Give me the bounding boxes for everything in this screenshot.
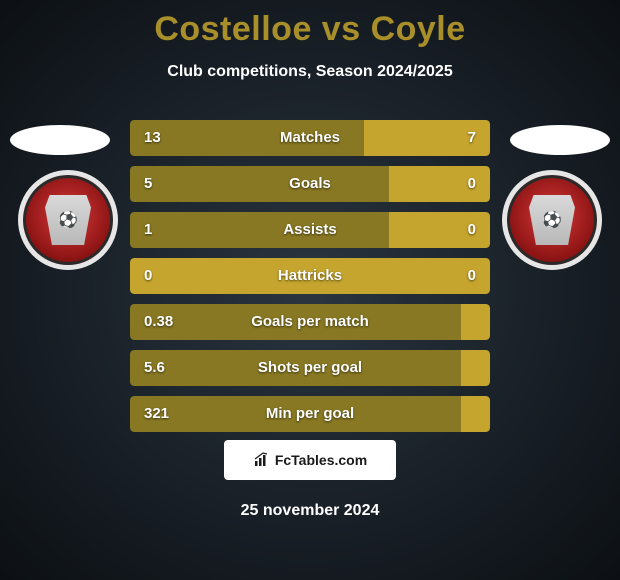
crest-icon: ⚽ xyxy=(45,195,91,245)
source-badge: FcTables.com xyxy=(224,440,396,480)
stat-label: Min per goal xyxy=(130,396,490,432)
stat-value-left: 0 xyxy=(144,258,152,294)
club-badge-right: ⚽ xyxy=(502,170,602,270)
subtitle: Club competitions, Season 2024/2025 xyxy=(0,63,620,81)
stat-label: Assists xyxy=(130,212,490,248)
date-label: 25 november 2024 xyxy=(0,502,620,520)
stat-label: Hattricks xyxy=(130,258,490,294)
stat-label: Shots per goal xyxy=(130,350,490,386)
stat-row: Min per goal321 xyxy=(130,396,490,432)
stat-row: Goals per match0.38 xyxy=(130,304,490,340)
stat-value-right: 7 xyxy=(468,120,476,156)
stat-value-left: 321 xyxy=(144,396,169,432)
source-label: FcTables.com xyxy=(275,452,367,468)
stat-bars: Matches137Goals50Assists10Hattricks00Goa… xyxy=(130,120,490,442)
stat-value-left: 5.6 xyxy=(144,350,165,386)
chart-icon xyxy=(253,452,269,468)
stat-value-right: 0 xyxy=(468,212,476,248)
crest-icon: ⚽ xyxy=(529,195,575,245)
stat-row: Hattricks0 0 xyxy=(130,258,490,294)
club-badge-left: ⚽ xyxy=(18,170,118,270)
stat-value-right: 0 xyxy=(468,166,476,202)
stat-row: Shots per goal5.6 xyxy=(130,350,490,386)
stat-label: Goals xyxy=(130,166,490,202)
stat-value-left: 5 xyxy=(144,166,152,202)
stat-label: Matches xyxy=(130,120,490,156)
stat-value-right: 0 xyxy=(468,258,476,294)
player-ellipse-right xyxy=(510,125,610,155)
stat-row: Goals5 0 xyxy=(130,166,490,202)
page-title: Costelloe vs Coyle xyxy=(0,0,620,49)
stat-row: Assists1 0 xyxy=(130,212,490,248)
stat-label: Goals per match xyxy=(130,304,490,340)
stat-value-left: 1 xyxy=(144,212,152,248)
stat-value-left: 0.38 xyxy=(144,304,173,340)
stat-row: Matches13 7 xyxy=(130,120,490,156)
stat-value-left: 13 xyxy=(144,120,161,156)
player-ellipse-left xyxy=(10,125,110,155)
